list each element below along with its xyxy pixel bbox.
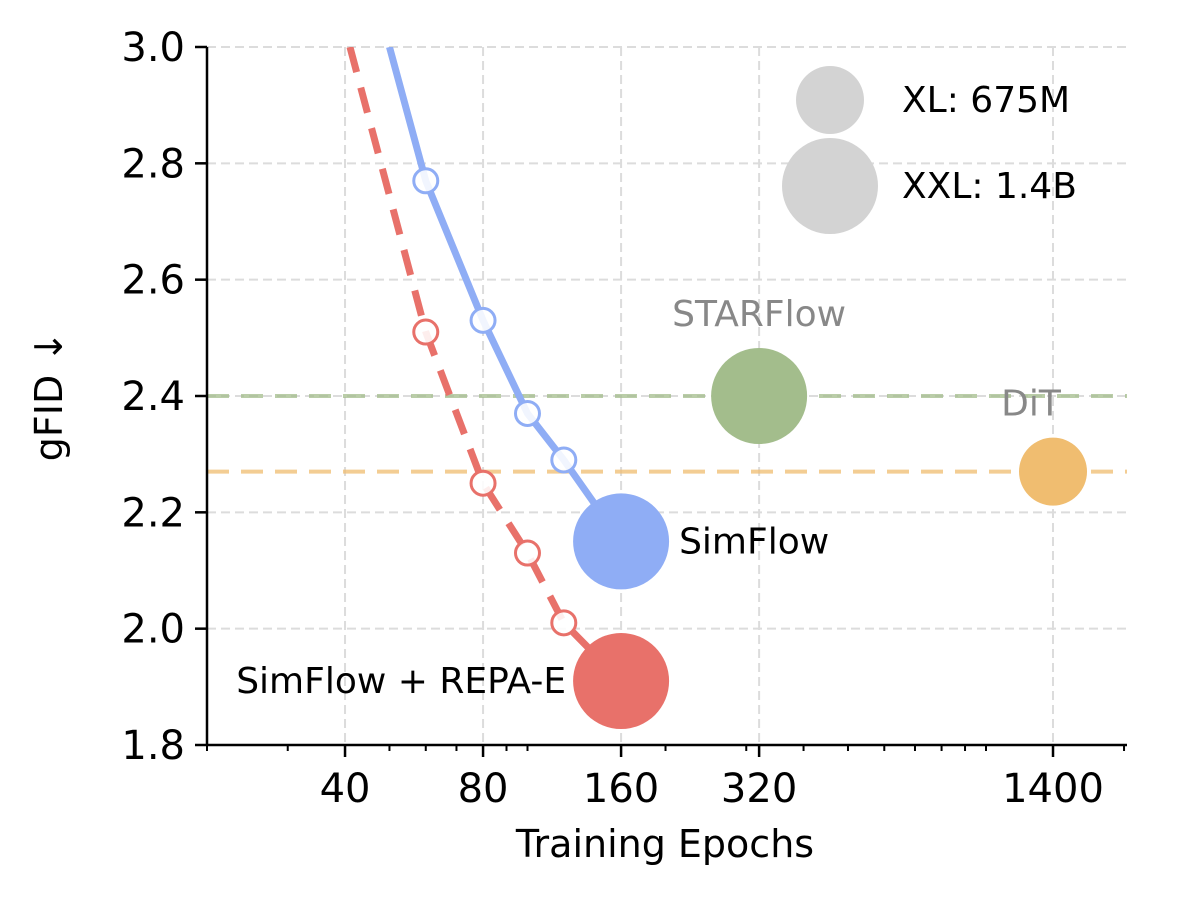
series-line-1	[346, 47, 624, 684]
x-axis-label: Training Epochs	[515, 822, 814, 866]
baseline-point	[1019, 437, 1088, 506]
y-tick-label: 2.8	[121, 141, 185, 187]
series-point	[412, 167, 440, 195]
y-tick-label: 1.8	[121, 723, 185, 769]
x-tick-label: 80	[458, 766, 509, 812]
series-point	[469, 306, 497, 334]
x-tick-label: 1400	[1002, 766, 1104, 812]
y-tick-label: 2.2	[121, 490, 185, 536]
series-label: SimFlow	[679, 521, 829, 562]
y-tick-label: 2.0	[121, 607, 185, 653]
y-axis-label: gFID ↓	[27, 331, 71, 461]
legend-label: XXL: 1.4B	[902, 166, 1077, 207]
series-line-0	[386, 47, 624, 544]
baseline-label: DiT	[1001, 384, 1062, 425]
series-final-point	[573, 493, 670, 590]
baseline-point	[711, 348, 808, 444]
y-tick-label: 2.6	[121, 258, 185, 304]
x-tick-label: 40	[320, 766, 371, 812]
x-tick-label: 320	[721, 766, 797, 812]
series-point	[513, 539, 541, 567]
series-point	[412, 318, 440, 346]
legend-label: XL: 675M	[902, 80, 1070, 121]
series-label: SimFlow + REPA-E	[236, 661, 566, 702]
series-point	[550, 609, 578, 637]
y-tick-label: 3.0	[121, 25, 185, 71]
baseline-label: STARFlow	[672, 294, 846, 335]
legend-marker	[796, 66, 864, 134]
x-tick-label: 160	[583, 766, 659, 812]
series-point	[513, 399, 541, 427]
series-point	[469, 469, 497, 497]
legend-marker	[782, 138, 878, 234]
y-tick-label: 2.4	[121, 374, 185, 420]
series-final-point	[573, 633, 670, 730]
series-point	[550, 446, 578, 474]
